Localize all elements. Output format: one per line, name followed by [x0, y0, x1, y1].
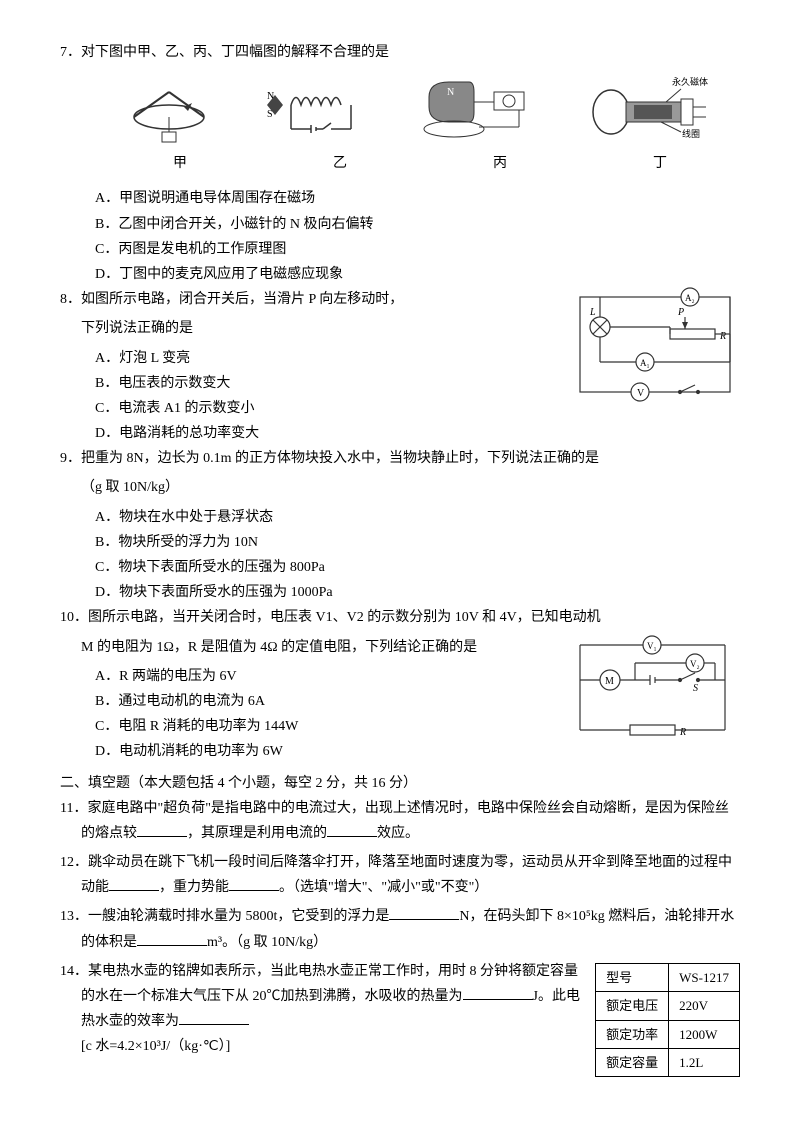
label-jia: 甲 [173, 151, 187, 176]
q13-blank1 [389, 905, 459, 920]
q13-blank2 [137, 931, 207, 946]
q11-b: ，其原理是利用电流的 [187, 826, 327, 841]
q12: 12．跳伞动员在跳下飞机一段时间后降落伞打开，降落至地面时速度为零，运动员从开伞… [60, 850, 740, 900]
svg-text:L: L [589, 307, 596, 318]
label-bing: 丙 [493, 151, 507, 176]
fig-bing: N [419, 77, 539, 147]
svg-text:V₂: V₂ [690, 659, 700, 669]
q8-options: A．灯泡 L 变亮 B．电压表的示数变大 C．电流表 A1 的示数变小 D．电路… [60, 346, 570, 447]
spec-power-val: 1200W [669, 1020, 740, 1048]
q9-opt-b: B．物块所受的浮力为 10N [95, 530, 740, 555]
q8-opt-b: B．电压表的示数变大 [95, 371, 570, 396]
q9-opt-d: D．物块下表面所受水的压强为 1000Pa [95, 580, 740, 605]
section2-header: 二、填空题（本大题包括 4 个小题，每空 2 分，共 16 分） [60, 771, 740, 796]
spec-capacity-label: 额定容量 [596, 1048, 669, 1076]
q10-opt-b: B．通过电动机的电流为 6A [95, 689, 565, 714]
q10-opt-c: C．电阻 R 消耗的电功率为 144W [95, 714, 565, 739]
svg-text:V₁: V₁ [647, 641, 657, 651]
spec-voltage-val: 220V [669, 992, 740, 1020]
q8-stem2: 下列说法正确的是 [60, 316, 570, 341]
fig-jia [124, 77, 214, 147]
q10-stem2: M 的电阻为 1Ω，R 是阻值为 4Ω 的定值电阻，下列结论正确的是 [60, 635, 565, 660]
fig-yi: NS [261, 77, 371, 147]
svg-text:R: R [679, 727, 686, 738]
spec-model-label: 型号 [596, 963, 669, 991]
q8-stem: 8．如图所示电路，闭合开关后，当滑片 P 向左移动时， [60, 287, 570, 312]
q7-opt-c: C．丙图是发电机的工作原理图 [95, 237, 740, 262]
svg-text:A₂: A₂ [685, 293, 695, 303]
svg-text:M: M [605, 676, 614, 687]
q13-c: m³。（g 取 10N/kg） [207, 935, 327, 950]
q10-stem: 10．图所示电路，当开关闭合时，电压表 V1、V2 的示数分别为 10V 和 4… [60, 605, 740, 630]
q8-opt-d: D．电路消耗的总功率变大 [95, 421, 570, 446]
q10-opt-d: D．电动机消耗的电功率为 6W [95, 739, 565, 764]
q9-opt-a: A．物块在水中处于悬浮状态 [95, 505, 740, 530]
svg-text:R: R [719, 331, 726, 342]
q7-opt-b: B．乙图中闭合开关，小磁针的 N 极向右偏转 [95, 212, 740, 237]
spec-model-val: WS-1217 [669, 963, 740, 991]
q11: 11．家庭电路中"超负荷"是指电路中的电流过大，出现上述情况时，电路中保险丝会自… [60, 796, 740, 846]
q8-opt-c: C．电流表 A1 的示数变小 [95, 396, 570, 421]
q14-blank1 [463, 985, 533, 1000]
spec-power-label: 额定功率 [596, 1020, 669, 1048]
spec-capacity-val: 1.2L [669, 1048, 740, 1076]
svg-text:P: P [677, 307, 684, 318]
q9-stem: 9．把重为 8N，边长为 0.1m 的正方体物块投入水中，当物块静止时，下列说法… [60, 446, 740, 471]
q12-c: 。（选填"增大"、"减小"或"不变"） [279, 880, 488, 895]
q7-opt-a: A．甲图说明通电导体周围存在磁场 [95, 186, 740, 211]
q12-b: ，重力势能 [159, 880, 229, 895]
label-ding: 丁 [653, 151, 667, 176]
svg-text:V: V [637, 388, 645, 399]
svg-text:线圈: 线圈 [682, 128, 700, 139]
q7-fig-labels: 甲 乙 丙 丁 [100, 151, 740, 176]
q14-blank2 [179, 1010, 249, 1025]
label-yi: 乙 [333, 151, 347, 176]
q13-a: 13．一艘油轮满载时排水量为 5800t，它受到的浮力是 [60, 909, 389, 924]
fig-ding: 永久磁体 线圈 [586, 77, 716, 147]
q7-figures: NS N 永久磁体 线圈 [100, 77, 740, 147]
q10-circuit: M S R V₁ V₂ [565, 635, 740, 745]
q12-blank2 [229, 876, 279, 891]
q12-blank1 [109, 876, 159, 891]
q10-opt-a: A．R 两端的电压为 6V [95, 664, 565, 689]
q13: 13．一艘油轮满载时排水量为 5800t，它受到的浮力是N，在码头卸下 8×10… [60, 904, 740, 954]
q9-opt-c: C．物块下表面所受水的压强为 800Pa [95, 555, 740, 580]
q11-blank1 [137, 822, 187, 837]
q9-options: A．物块在水中处于悬浮状态 B．物块所受的浮力为 10N C．物块下表面所受水的… [60, 505, 740, 606]
q8-circuit: A₂ L A₁ R P V [570, 287, 740, 407]
q9-stem2: （g 取 10N/kg） [60, 475, 740, 500]
svg-text:永久磁体: 永久磁体 [672, 77, 708, 87]
q7-stem: 7．对下图中甲、乙、丙、丁四幅图的解释不合理的是 [60, 40, 740, 65]
q14-table: 型号WS-1217 额定电压220V 额定功率1200W 额定容量1.2L [595, 963, 740, 1078]
q10-options: A．R 两端的电压为 6V B．通过电动机的电流为 6A C．电阻 R 消耗的电… [60, 664, 565, 765]
spec-voltage-label: 额定电压 [596, 992, 669, 1020]
q14: 型号WS-1217 额定电压220V 额定功率1200W 额定容量1.2L 14… [60, 959, 740, 1060]
q7-opt-d: D．丁图中的麦克风应用了电磁感应现象 [95, 262, 740, 287]
svg-text:A₁: A₁ [640, 358, 650, 368]
q11-c: 效应。 [377, 826, 419, 841]
q11-blank2 [327, 822, 377, 837]
q7-options: A．甲图说明通电导体周围存在磁场 B．乙图中闭合开关，小磁针的 N 极向右偏转 … [60, 186, 740, 287]
q8-opt-a: A．灯泡 L 变亮 [95, 346, 570, 371]
svg-text:S: S [693, 683, 698, 694]
svg-text:N: N [447, 87, 454, 98]
